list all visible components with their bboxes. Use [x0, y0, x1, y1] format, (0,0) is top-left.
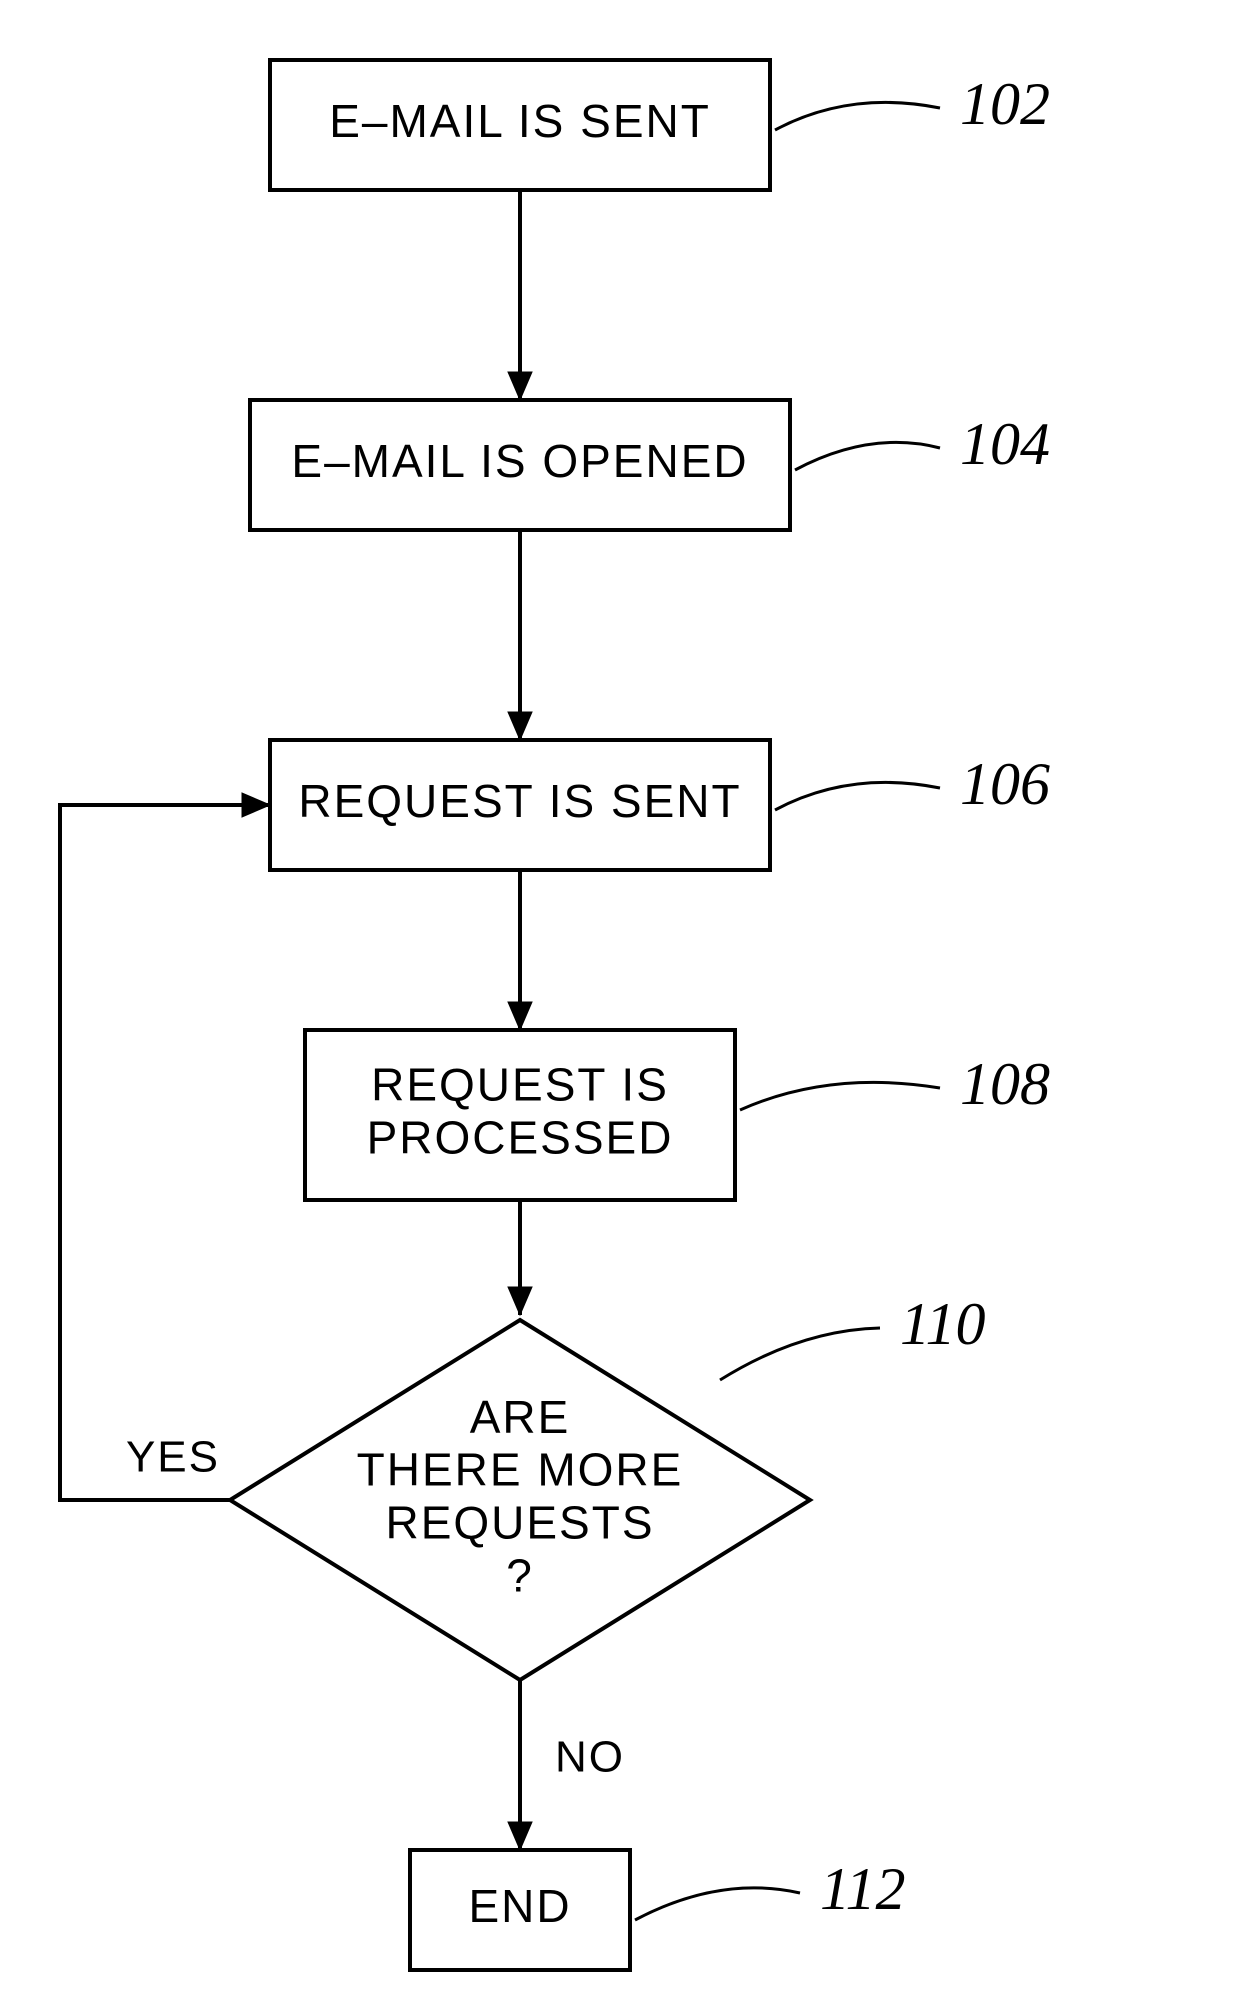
node-label: REQUEST IS SENT: [298, 775, 741, 827]
reference-number: 106: [960, 751, 1050, 817]
reference-number: 112: [820, 1856, 906, 1922]
node-label: ?: [506, 1550, 534, 1602]
reference-leader: [740, 1082, 940, 1110]
node-label: REQUESTS: [385, 1497, 654, 1549]
reference-number: 102: [960, 71, 1050, 137]
reference-leader: [720, 1328, 880, 1380]
edge-label: YES: [126, 1433, 220, 1482]
reference-leader: [795, 442, 940, 470]
node-label: THERE MORE: [357, 1444, 684, 1496]
edge-label: NO: [555, 1733, 625, 1782]
node-label: E–MAIL IS OPENED: [291, 435, 748, 487]
node-label: ARE: [470, 1391, 571, 1443]
node-label: PROCESSED: [367, 1112, 674, 1164]
node-label: END: [468, 1880, 571, 1932]
reference-leader: [635, 1888, 800, 1920]
reference-number: 104: [960, 411, 1050, 477]
node-label: E–MAIL IS SENT: [329, 95, 711, 147]
flow-arrow: [60, 805, 270, 1500]
flowchart-canvas: NO YES E–MAIL IS SENT 102 E–MAIL IS OPENED 10…: [0, 0, 1235, 2013]
reference-number: 110: [900, 1291, 986, 1357]
node-label: REQUEST IS: [371, 1059, 669, 1111]
reference-number: 108: [960, 1051, 1050, 1117]
reference-leader: [775, 102, 940, 130]
reference-leader: [775, 782, 940, 810]
